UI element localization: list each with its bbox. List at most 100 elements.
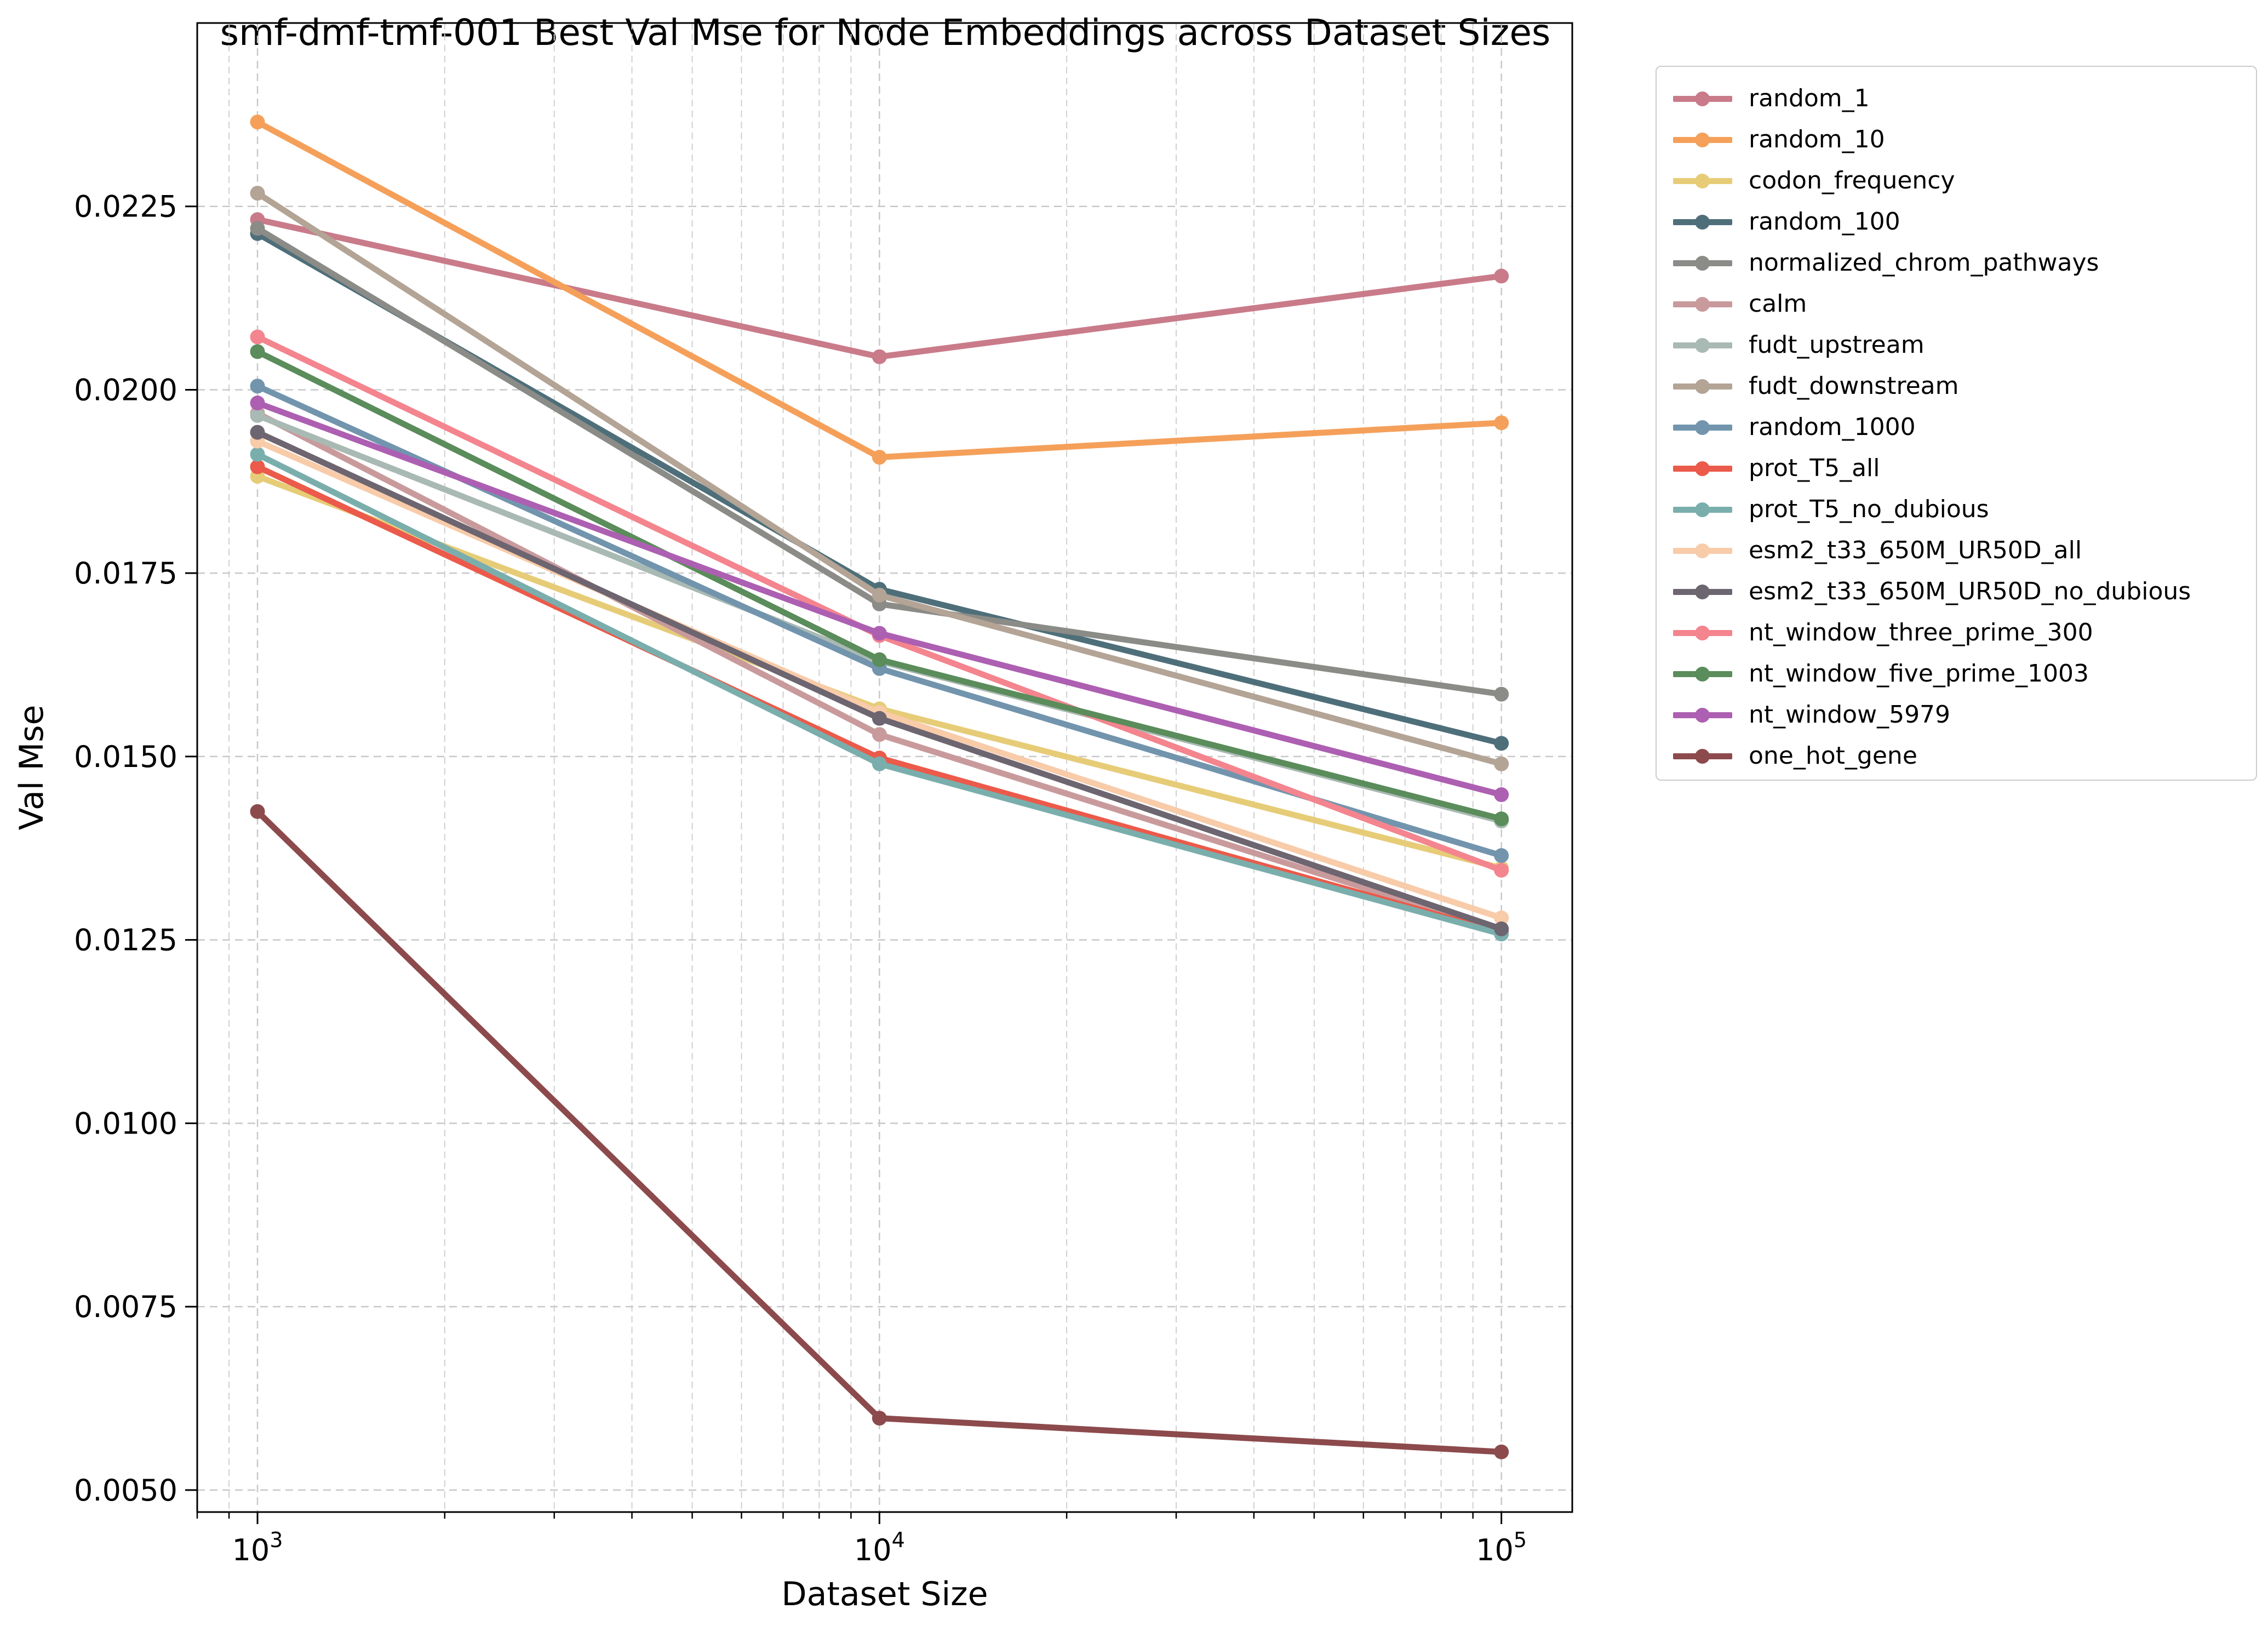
data-point — [872, 450, 887, 465]
data-point — [250, 459, 265, 474]
legend-swatch-marker — [1695, 543, 1710, 558]
legend-swatch-marker — [1695, 133, 1710, 147]
x-tick-label: 105 — [1476, 1528, 1527, 1567]
data-point — [872, 652, 887, 667]
y-axis-label: Val Mse — [13, 705, 51, 831]
y-tick-label: 0.0075 — [74, 1290, 177, 1324]
legend-item: random_10 — [1657, 122, 2254, 155]
legend: random_1 random_10 codon_frequency random_1… — [1656, 66, 2257, 781]
legend-item: fudt_upstream — [1657, 328, 2254, 360]
data-point — [1494, 268, 1509, 284]
data-point — [250, 804, 265, 819]
legend-swatch-marker — [1695, 708, 1710, 723]
legend-swatch-marker — [1695, 626, 1710, 640]
legend-item: fudt_downstream — [1657, 369, 2254, 402]
data-point — [872, 1411, 887, 1426]
legend-label: random_1 — [1749, 84, 1870, 112]
legend-item: prot_T5_all — [1657, 451, 2254, 484]
legend-item: random_1 — [1657, 81, 2254, 114]
legend-item: normalized_chrom_pathways — [1657, 245, 2254, 278]
series-lines — [250, 114, 1509, 1459]
legend-label: normalized_chrom_pathways — [1749, 249, 2099, 277]
legend-item: nt_window_three_prime_300 — [1657, 615, 2254, 648]
legend-swatch-marker — [1695, 461, 1710, 476]
data-point — [250, 344, 265, 359]
series-esm2_t33_650M_UR50D_no_dubious — [250, 425, 1509, 937]
data-point — [1494, 415, 1509, 431]
y-tick-label: 0.0175 — [74, 556, 177, 591]
chart-title: smf-dmf-tmf-001 Best Val Mse for Node Em… — [220, 12, 1551, 54]
legend-item: calm — [1657, 287, 2254, 319]
legend-item: random_1000 — [1657, 410, 2254, 443]
series-nt_window_5979 — [250, 396, 1509, 803]
legend-label: calm — [1749, 290, 1807, 318]
legend-label: esm2_t33_650M_UR50D_all — [1749, 536, 2082, 564]
data-point — [250, 446, 265, 462]
legend-swatch-marker — [1695, 585, 1710, 599]
legend-swatch-marker — [1695, 749, 1710, 764]
data-point — [250, 329, 265, 345]
series-random_1 — [250, 212, 1509, 364]
legend-label: fudt_downstream — [1749, 372, 1959, 400]
y-tick-label: 0.0125 — [74, 923, 177, 958]
data-point — [250, 221, 265, 236]
data-point — [872, 349, 887, 364]
x-tick-label: 104 — [854, 1528, 905, 1567]
data-point — [872, 756, 887, 771]
series-fudt_downstream — [250, 186, 1509, 771]
data-point — [1494, 921, 1509, 937]
grid — [197, 23, 1572, 1512]
data-point — [250, 396, 265, 411]
legend-item: esm2_t33_650M_UR50D_all — [1657, 533, 2254, 566]
legend-swatch-marker — [1695, 338, 1710, 353]
data-point — [872, 626, 887, 641]
legend-swatch-marker — [1695, 174, 1710, 188]
series-nt_window_five_prime_1003 — [250, 344, 1509, 827]
data-point — [250, 379, 265, 394]
data-point — [1494, 848, 1509, 863]
legend-swatch-marker — [1695, 379, 1710, 394]
legend-label: random_100 — [1749, 208, 1900, 236]
series-one_hot_gene — [250, 804, 1509, 1459]
legend-label: nt_window_three_prime_300 — [1749, 619, 2093, 646]
legend-label: esm2_t33_650M_UR50D_no_dubious — [1749, 577, 2191, 605]
legend-label: prot_T5_all — [1749, 454, 1880, 482]
data-point — [872, 587, 887, 603]
legend-swatch-marker — [1695, 420, 1710, 435]
data-point — [1494, 910, 1509, 925]
legend-label: nt_window_five_prime_1003 — [1749, 660, 2089, 688]
series-random_10 — [250, 114, 1509, 465]
legend-item: one_hot_gene — [1657, 738, 2254, 771]
data-point — [1494, 787, 1509, 803]
legend-item: nt_window_five_prime_1003 — [1657, 656, 2254, 689]
y-tick-label: 0.0200 — [74, 373, 177, 407]
y-tick-label: 0.0225 — [74, 190, 177, 224]
legend-label: nt_window_5979 — [1749, 701, 1951, 729]
data-point — [872, 727, 887, 742]
legend-label: codon_frequency — [1749, 167, 1955, 194]
data-point — [1494, 736, 1509, 751]
data-point — [250, 186, 265, 201]
data-point — [250, 425, 265, 440]
data-point — [1494, 811, 1509, 827]
data-point — [250, 114, 265, 130]
y-tick-label: 0.0150 — [74, 740, 177, 774]
y-tick-label: 0.0050 — [74, 1473, 177, 1508]
legend-swatch-marker — [1695, 215, 1710, 230]
data-point — [872, 711, 887, 726]
data-point — [250, 408, 265, 423]
x-axis-label: Dataset Size — [781, 1575, 988, 1613]
legend-label: random_1000 — [1749, 413, 1916, 441]
data-point — [1494, 1444, 1509, 1459]
data-point — [1494, 756, 1509, 771]
plot-area-frame — [196, 22, 1573, 1513]
data-point — [1494, 686, 1509, 702]
legend-item: esm2_t33_650M_UR50D_no_dubious — [1657, 574, 2254, 607]
series-normalized_chrom_pathways — [250, 221, 1509, 702]
legend-label: random_10 — [1749, 125, 1885, 153]
legend-swatch-marker — [1695, 256, 1710, 271]
legend-swatch-marker — [1695, 91, 1710, 106]
legend-label: one_hot_gene — [1749, 742, 1917, 770]
axes: 103 104 105 0.0050 0.0075 0.0100 0.0125 0.0150 0… — [74, 190, 1527, 1567]
